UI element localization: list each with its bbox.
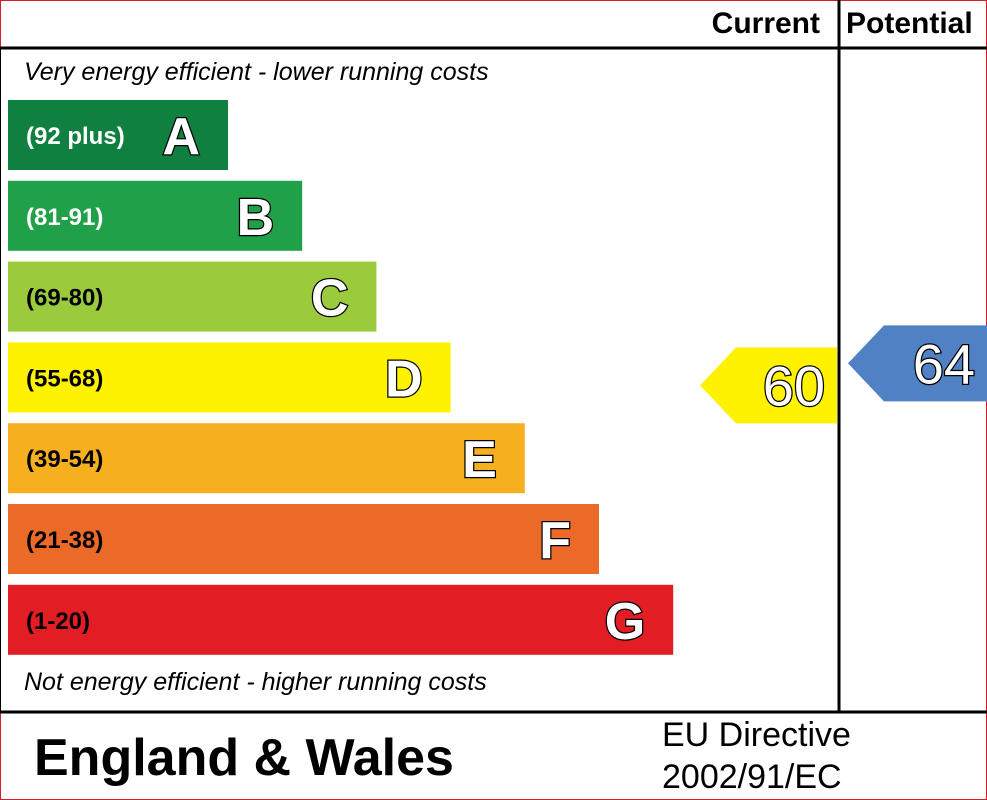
band-f-bar <box>8 504 599 574</box>
band-a-letter: A <box>162 108 200 166</box>
current-rating-value: 60 <box>763 354 825 417</box>
directive-line-1: EU Directive <box>662 716 851 754</box>
band-b-bar <box>8 180 303 251</box>
potential-header: Potential <box>846 7 973 40</box>
band-b-letter: B <box>237 189 275 247</box>
band-e-letter: E <box>462 431 497 489</box>
band-f-range: (21-38) <box>26 527 103 554</box>
rating-bands: (92 plus) A (81-91) B (69-80) C (55-68) D (39-54… <box>8 100 674 655</box>
current-header: Current <box>712 7 820 40</box>
region-label: England & Wales <box>34 729 454 787</box>
band-b-range: (81-91) <box>26 204 103 231</box>
band-a-range: (92 plus) <box>26 123 125 150</box>
bottom-note: Not energy efficient - higher running co… <box>24 668 487 696</box>
current-rating-arrow: 60 <box>700 347 837 424</box>
potential-rating-value: 64 <box>913 332 975 395</box>
band-d-bar <box>8 342 451 413</box>
current-rating-shape <box>700 347 837 424</box>
band-c-letter: C <box>311 270 349 328</box>
band-f-letter: F <box>539 512 571 570</box>
band-a-bar <box>8 100 228 170</box>
band-c-range: (69-80) <box>26 285 103 312</box>
band-e-range: (39-54) <box>26 446 103 473</box>
band-d-letter: D <box>385 350 423 408</box>
potential-rating-arrow: 64 <box>848 325 987 402</box>
top-note: Very energy efficient - lower running co… <box>24 58 489 86</box>
band-d-range: (55-68) <box>26 365 103 392</box>
band-e-bar <box>8 423 525 494</box>
band-c-bar <box>8 261 377 332</box>
directive-line-2: 2002/91/EC <box>662 758 842 796</box>
band-g-letter: G <box>605 593 645 651</box>
band-g-bar <box>8 584 674 655</box>
band-g-range: (1-20) <box>26 608 90 635</box>
potential-rating-shape <box>848 325 987 402</box>
